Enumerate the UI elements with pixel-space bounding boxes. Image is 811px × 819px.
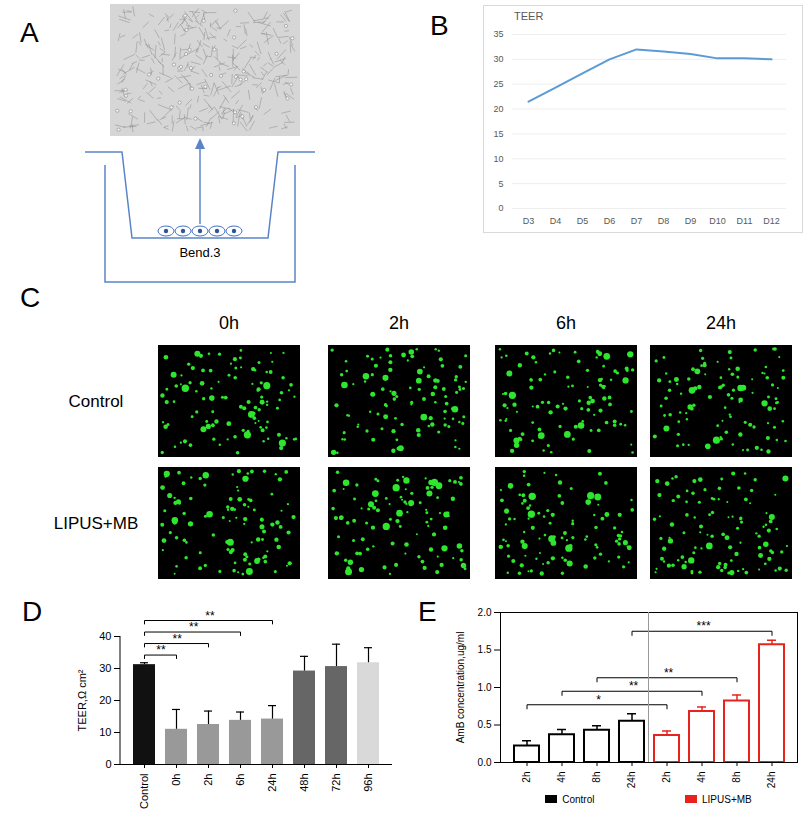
html-text:LIPUS+MB: LIPUS+MB xyxy=(702,793,752,805)
svg-text:15: 15 xyxy=(493,129,503,139)
html-text:Control: Control xyxy=(562,793,595,805)
svg-text:D3: D3 xyxy=(523,216,535,226)
svg-text:10: 10 xyxy=(99,726,111,738)
svg-text:1.5: 1.5 xyxy=(478,644,492,655)
svg-text:LIPUS+MB: LIPUS+MB xyxy=(54,514,139,533)
svg-text:TEER,Ω cm²: TEER,Ω cm² xyxy=(76,669,88,731)
svg-text:2h: 2h xyxy=(389,313,409,333)
svg-text:40: 40 xyxy=(99,630,111,642)
html-text:D: D xyxy=(22,596,43,627)
svg-text:0: 0 xyxy=(105,758,111,770)
svg-text:4h: 4h xyxy=(556,772,567,783)
svg-text:20: 20 xyxy=(493,104,503,114)
svg-text:72h: 72h xyxy=(330,774,342,792)
svg-text:D5: D5 xyxy=(577,216,589,226)
svg-text:0h: 0h xyxy=(219,313,239,333)
svg-text:6h: 6h xyxy=(234,774,246,786)
svg-text:24h: 24h xyxy=(626,772,637,789)
svg-text:0.0: 0.0 xyxy=(478,757,492,768)
svg-text:***: *** xyxy=(697,619,711,633)
html-text:E: E xyxy=(418,596,437,627)
svg-text:*: * xyxy=(596,693,601,707)
svg-text:**: ** xyxy=(189,620,199,634)
svg-text:0h: 0h xyxy=(170,774,182,786)
svg-text:D4: D4 xyxy=(550,216,562,226)
svg-text:24h: 24h xyxy=(766,772,777,789)
svg-text:5: 5 xyxy=(498,179,503,189)
svg-text:2h: 2h xyxy=(202,774,214,786)
svg-text:30: 30 xyxy=(99,662,111,674)
svg-text:**: ** xyxy=(156,643,166,657)
svg-text:D11: D11 xyxy=(737,216,753,226)
svg-text:8h: 8h xyxy=(731,772,742,783)
svg-text:48h: 48h xyxy=(298,774,310,792)
svg-text:6h: 6h xyxy=(556,313,576,333)
svg-text:AmB concentration,ug/ml: AmB concentration,ug/ml xyxy=(455,632,466,744)
svg-text:20: 20 xyxy=(99,694,111,706)
svg-text:2h: 2h xyxy=(661,772,672,783)
svg-text:96h: 96h xyxy=(362,774,374,792)
svg-text:4h: 4h xyxy=(696,772,707,783)
svg-text:30: 30 xyxy=(493,54,503,64)
svg-text:24h: 24h xyxy=(706,313,736,333)
svg-text:C: C xyxy=(20,282,40,313)
svg-text:Bend.3: Bend.3 xyxy=(179,245,220,260)
svg-text:**: ** xyxy=(205,609,215,623)
svg-text:A: A xyxy=(20,17,39,48)
svg-text:D10: D10 xyxy=(709,216,726,226)
svg-text:**: ** xyxy=(664,666,674,680)
html-text:TEER: TEER xyxy=(514,10,544,22)
svg-text:**: ** xyxy=(629,679,639,693)
svg-text:D6: D6 xyxy=(604,216,616,226)
svg-text:1.0: 1.0 xyxy=(478,682,492,693)
svg-text:2h: 2h xyxy=(521,772,532,783)
svg-text:10: 10 xyxy=(493,154,503,164)
svg-text:0.5: 0.5 xyxy=(478,719,492,730)
svg-text:D9: D9 xyxy=(685,216,697,226)
svg-text:24h: 24h xyxy=(266,774,278,792)
svg-text:**: ** xyxy=(173,632,183,646)
html-text:B: B xyxy=(430,10,449,41)
svg-text:0: 0 xyxy=(498,203,503,213)
svg-text:25: 25 xyxy=(493,79,503,89)
svg-text:D8: D8 xyxy=(658,216,670,226)
svg-text:35: 35 xyxy=(493,29,503,39)
svg-text:2.0: 2.0 xyxy=(478,607,492,618)
svg-text:Control: Control xyxy=(138,774,150,809)
svg-text:D12: D12 xyxy=(763,216,780,226)
svg-text:D7: D7 xyxy=(631,216,643,226)
svg-text:8h: 8h xyxy=(591,772,602,783)
svg-text:Control: Control xyxy=(69,392,124,411)
